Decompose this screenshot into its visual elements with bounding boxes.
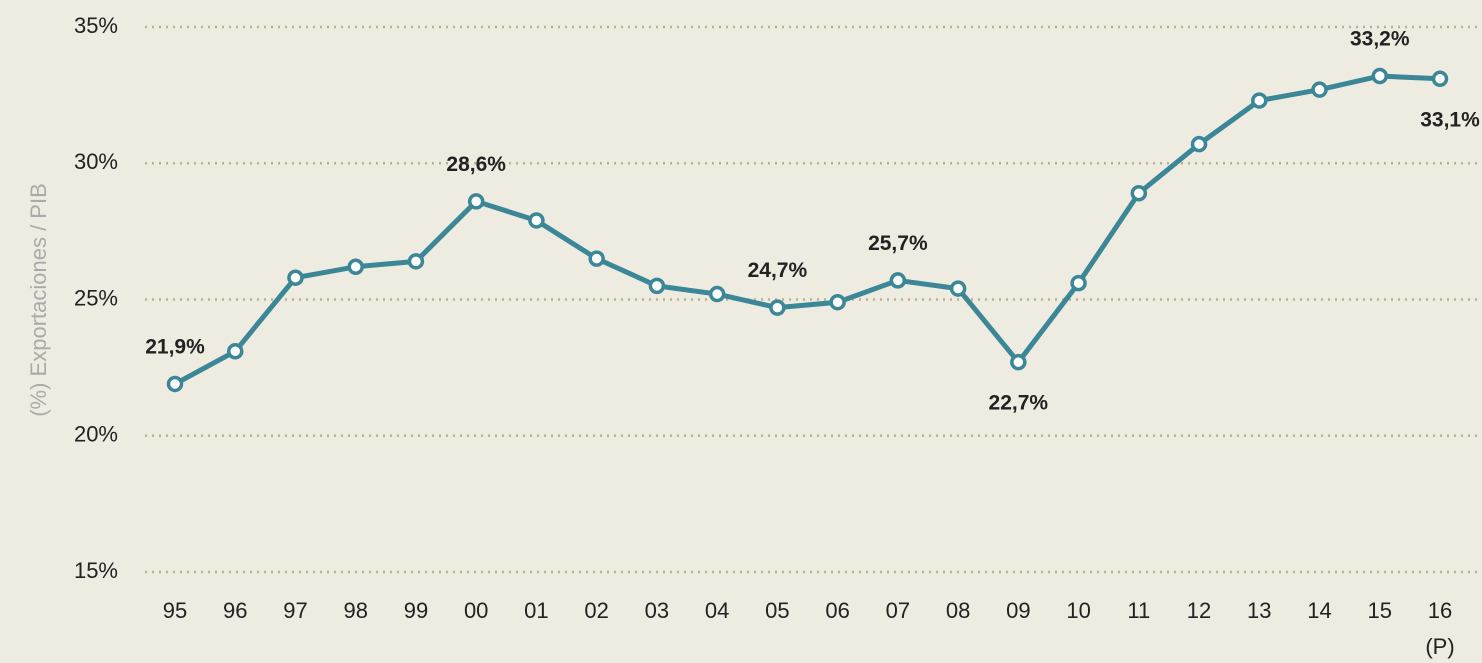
point bbox=[1070, 274, 1087, 292]
point bbox=[708, 285, 726, 303]
point bbox=[166, 375, 184, 393]
data-label: 28,6% bbox=[446, 153, 506, 176]
x-tick-label: 13 bbox=[1247, 598, 1271, 623]
y-tick-label: 25% bbox=[74, 285, 118, 310]
y-axis-label: (%) Exportaciones / PIB bbox=[26, 183, 51, 417]
x-tick-label: 00 bbox=[464, 598, 488, 623]
point bbox=[648, 277, 666, 295]
point bbox=[829, 293, 846, 311]
y-tick-label: 20% bbox=[74, 422, 118, 447]
point bbox=[1010, 353, 1027, 371]
point bbox=[1371, 67, 1389, 85]
x-tick-label: 98 bbox=[343, 598, 367, 623]
x-tick-label: 03 bbox=[645, 598, 669, 623]
data-label: 33,2% bbox=[1350, 28, 1410, 51]
line bbox=[173, 73, 1441, 387]
point bbox=[889, 272, 907, 289]
point bbox=[1130, 184, 1148, 202]
point bbox=[347, 258, 364, 276]
data-label: 33,1% bbox=[1420, 108, 1480, 131]
data-label: 21,9% bbox=[145, 336, 205, 359]
x-tick-label: 05 bbox=[765, 598, 789, 623]
point bbox=[467, 193, 485, 210]
point bbox=[1251, 92, 1268, 109]
y-tick-label: 35% bbox=[74, 13, 118, 38]
x-tick-label: 08 bbox=[946, 598, 970, 623]
x-tick-label: 02 bbox=[584, 598, 608, 623]
point bbox=[1190, 135, 1208, 153]
point bbox=[1431, 70, 1449, 88]
annotation: (P) bbox=[1425, 634, 1454, 659]
y-tick-label: 15% bbox=[74, 558, 118, 583]
point bbox=[1311, 81, 1328, 98]
point bbox=[949, 280, 967, 297]
x-tick-label: 12 bbox=[1187, 598, 1211, 623]
point bbox=[226, 343, 244, 360]
x-tick-label: 15 bbox=[1368, 598, 1392, 623]
x-tick-label: 04 bbox=[705, 598, 729, 623]
x-tick-label: 97 bbox=[283, 598, 307, 623]
x-tick-label: 07 bbox=[886, 598, 910, 623]
x-tick-label: 96 bbox=[223, 598, 247, 623]
data-label: 24,7% bbox=[748, 259, 808, 282]
x-tick-label: 06 bbox=[825, 598, 849, 623]
y-tick-label: 30% bbox=[74, 149, 118, 174]
data-label: 25,7% bbox=[868, 232, 928, 255]
point bbox=[588, 250, 605, 267]
x-tick-label: 99 bbox=[404, 598, 428, 623]
x-tick-label: 11 bbox=[1127, 598, 1150, 623]
x-tick-label: 09 bbox=[1006, 598, 1030, 623]
x-tick-label: 95 bbox=[163, 598, 187, 623]
point bbox=[407, 253, 425, 270]
data-label: 22,7% bbox=[989, 392, 1049, 415]
x-tick-label: 10 bbox=[1066, 598, 1090, 623]
x-tick-label: 16 bbox=[1428, 598, 1452, 623]
point bbox=[287, 269, 304, 286]
x-tick-label: 01 bbox=[524, 598, 548, 623]
point bbox=[528, 212, 545, 229]
x-tick-label: 14 bbox=[1307, 598, 1331, 623]
point bbox=[769, 299, 786, 316]
